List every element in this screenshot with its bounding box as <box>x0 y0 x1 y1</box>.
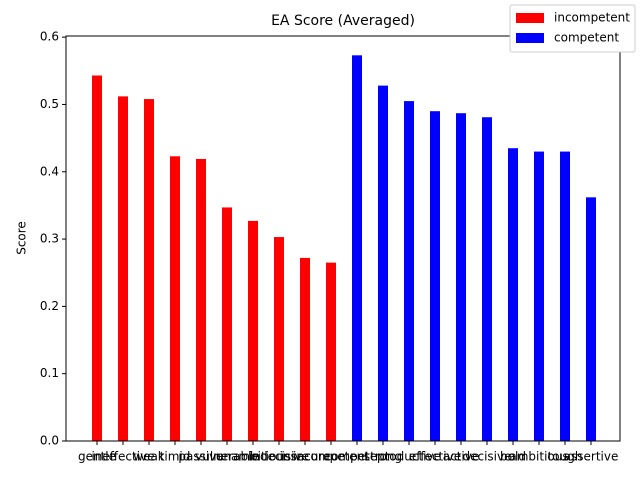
bar <box>378 85 388 442</box>
y-tick-label: 0.0 <box>40 434 59 448</box>
bar <box>482 117 492 442</box>
y-tick-label: 0.6 <box>40 30 59 44</box>
bar <box>456 113 466 441</box>
bar <box>118 96 128 441</box>
x-tick-label: tough <box>548 450 583 464</box>
bar <box>248 220 258 441</box>
bar <box>586 197 596 441</box>
x-tick-label: ambitious <box>509 450 568 464</box>
legend-label: incompetent <box>554 11 630 25</box>
bar <box>404 101 414 442</box>
y-tick-label: 0.3 <box>40 232 59 246</box>
x-tick-label: gentle <box>78 450 116 464</box>
bar <box>326 262 336 441</box>
plot-frame <box>65 35 621 442</box>
x-tick-label: competent <box>324 450 389 464</box>
x-tick-label: weak <box>133 450 165 464</box>
bar <box>560 151 570 441</box>
x-tick-label: active <box>443 450 479 464</box>
y-tick-label: 0.2 <box>40 299 59 313</box>
x-tick-label: incompetent <box>293 450 369 464</box>
chart-title: EA Score (Averaged) <box>271 13 415 29</box>
bar <box>274 237 284 441</box>
x-tick-label: ineffective <box>91 450 154 464</box>
bar <box>222 207 232 441</box>
x-tick-label: passive <box>178 450 223 464</box>
x-tick-label: bold <box>500 450 526 464</box>
legend-swatch <box>516 33 544 43</box>
y-axis-label: Score <box>15 221 29 255</box>
bar <box>508 148 518 441</box>
bar <box>196 158 206 442</box>
bar <box>170 156 180 441</box>
x-tick-label: decisive <box>462 450 511 464</box>
x-tick-label: indecisive <box>249 450 309 464</box>
x-tick-label: productive <box>377 450 441 464</box>
bar <box>144 99 154 442</box>
x-tick-label: vulnerable <box>195 450 259 464</box>
x-tick-label: unambitious <box>216 450 290 464</box>
x-tick-label: effective <box>409 450 461 464</box>
bar <box>352 55 362 441</box>
bar <box>430 111 440 441</box>
x-tick-label: insecure <box>280 450 331 464</box>
bar <box>300 257 310 441</box>
x-tick-label: strong <box>364 450 402 464</box>
x-tick-label: assertive <box>564 450 619 464</box>
y-tick-label: 0.4 <box>40 164 59 178</box>
legend-label: competent <box>554 31 619 45</box>
legend-swatch <box>516 13 544 23</box>
y-tick-label: 0.5 <box>40 97 59 111</box>
x-tick-label: timid <box>160 450 191 464</box>
bar <box>92 75 102 441</box>
y-tick-label: 0.1 <box>40 366 59 380</box>
bar <box>534 151 544 441</box>
